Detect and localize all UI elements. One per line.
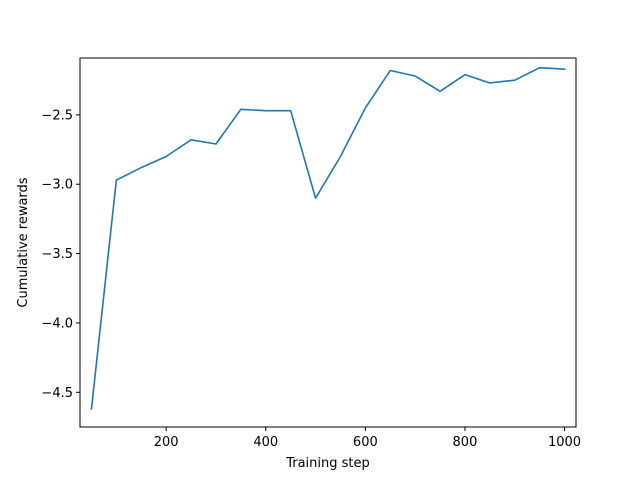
y-axis: −2.5 −3.0 −3.5 −4.0 −4.5 xyxy=(41,108,80,401)
series-layer xyxy=(90,66,566,410)
y-tick-label: −4.0 xyxy=(41,316,73,331)
y-tick-label: −3.0 xyxy=(41,178,73,193)
x-axis-label: Training step xyxy=(285,456,370,471)
x-axis: 200 400 600 800 1000 xyxy=(154,427,581,450)
y-axis-label: Cumulative rewards xyxy=(16,177,31,307)
series-line xyxy=(90,66,566,410)
x-tick-label: 200 xyxy=(154,435,179,450)
x-tick-label: 400 xyxy=(253,435,278,450)
x-tick-label: 600 xyxy=(353,435,378,450)
y-tick-label: −2.5 xyxy=(41,108,73,123)
x-tick-label: 1000 xyxy=(548,435,581,450)
plot-frame xyxy=(79,57,577,428)
x-tick-label: 800 xyxy=(453,435,478,450)
y-tick-label: −3.5 xyxy=(41,247,73,262)
y-tick-label: −4.5 xyxy=(41,386,73,401)
